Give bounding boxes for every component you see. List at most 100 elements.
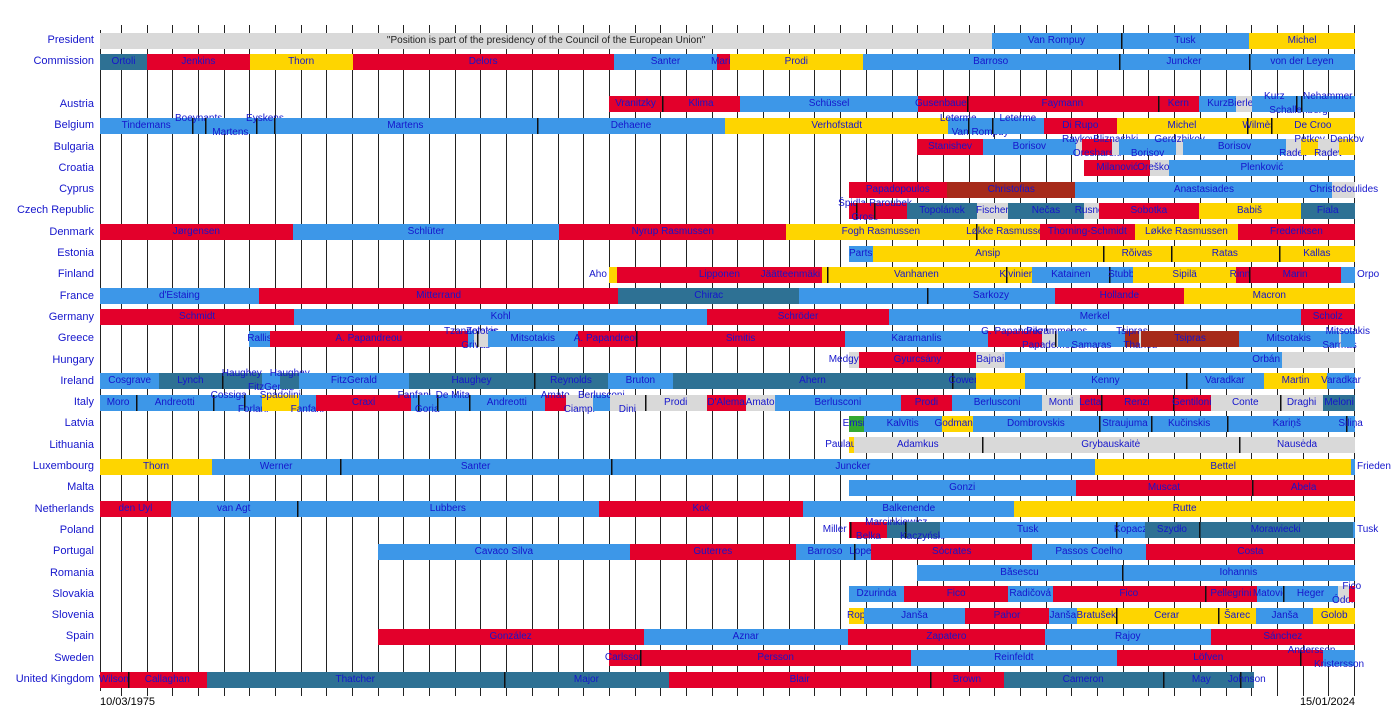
bar-prodi[interactable]: Prodi bbox=[901, 394, 952, 411]
bar-persson[interactable]: Persson bbox=[640, 650, 912, 667]
bar-nehammer[interactable]: Nehammer bbox=[1300, 91, 1355, 113]
bar-reynolds[interactable]: Reynolds bbox=[534, 373, 608, 390]
bar-fico[interactable]: Fico bbox=[1052, 586, 1205, 603]
bar-blair[interactable]: Blair bbox=[669, 671, 931, 688]
bar-varadkar[interactable]: Varadkar bbox=[1185, 373, 1265, 390]
bar-werner[interactable]: Werner bbox=[212, 458, 341, 475]
bar-von-der-leyen[interactable]: von der Leyen bbox=[1249, 53, 1355, 70]
bar-cerar[interactable]: Cerar bbox=[1115, 607, 1218, 624]
row-label-portugal[interactable]: Portugal bbox=[53, 545, 94, 558]
bar-rallis[interactable]: Rallis bbox=[247, 330, 272, 347]
bar-abela[interactable]: Abela bbox=[1252, 479, 1355, 496]
bar-oresharski[interactable]: Oresharski bbox=[1073, 139, 1121, 159]
bar-leterme[interactable]: Leterme bbox=[991, 113, 1044, 134]
row-label-belgium[interactable]: Belgium bbox=[54, 119, 94, 132]
bar-lubbers[interactable]: Lubbers bbox=[296, 501, 600, 518]
bar-zapatero[interactable]: Zapatero bbox=[847, 628, 1045, 645]
bar-wilson[interactable]: Wilson bbox=[99, 671, 129, 688]
bar-heger[interactable]: Heger bbox=[1283, 586, 1338, 603]
bar-borisov[interactable]: Borisov bbox=[1118, 139, 1177, 159]
bar-tusk[interactable]: Tusk bbox=[1352, 522, 1378, 539]
bar-samaras[interactable]: Samaras bbox=[1058, 330, 1125, 351]
bar-michel[interactable]: Michel bbox=[1249, 32, 1355, 49]
bar-dehaene[interactable]: Dehaene bbox=[536, 117, 726, 134]
row-label-romania[interactable]: Romania bbox=[49, 566, 94, 579]
bar-schmidt[interactable]: Schmidt bbox=[100, 309, 295, 326]
bar-rutte[interactable]: Rutte bbox=[1014, 501, 1355, 518]
bar-haughey[interactable]: Haughey bbox=[270, 368, 310, 390]
bar-pikrammenos[interactable]: Pikrammenos bbox=[1026, 326, 1087, 347]
bar-kurz[interactable]: Kurz bbox=[1198, 96, 1237, 113]
bar-emsis[interactable]: Emsis bbox=[843, 415, 870, 432]
bar-kucinskis[interactable]: Kučinskis bbox=[1151, 415, 1228, 432]
bar-eyskens[interactable]: Eyskens bbox=[246, 113, 284, 134]
bar-tusk[interactable]: Tusk bbox=[939, 522, 1116, 539]
bar-matovic[interactable]: Matovič bbox=[1253, 586, 1287, 603]
bar-mitsotakis[interactable]: Mitsotakis bbox=[1238, 330, 1339, 347]
row-label-finland[interactable]: Finland bbox=[57, 268, 94, 281]
bar-major[interactable]: Major bbox=[503, 671, 670, 688]
bar-fico[interactable]: Fico bbox=[1342, 581, 1361, 603]
bar-radev[interactable]: Radev bbox=[1279, 139, 1308, 159]
bar-kiviniemi[interactable]: Kiviniemi bbox=[999, 266, 1039, 283]
bar-l-kke-rasmussen[interactable]: Løkke Rasmussen bbox=[966, 224, 1049, 241]
bar-passos-coelho[interactable]: Passos Coelho bbox=[1032, 543, 1146, 560]
bar-macron[interactable]: Macron bbox=[1183, 288, 1355, 305]
bar-thorn[interactable]: Thorn bbox=[249, 53, 353, 70]
bar-plenkovic[interactable]: Plenković bbox=[1168, 160, 1355, 177]
bar-borisov[interactable]: Borisov bbox=[1183, 139, 1286, 156]
bar-papademos[interactable]: Papademos bbox=[1022, 330, 1075, 351]
bar-jansa[interactable]: Janša bbox=[1256, 607, 1314, 624]
bar-craxi[interactable]: Craxi bbox=[316, 394, 412, 411]
bar-pahor[interactable]: Pahor bbox=[965, 607, 1049, 624]
bar-ortoli[interactable]: Ortoli bbox=[100, 53, 147, 70]
bar-moro[interactable]: Moro bbox=[100, 394, 137, 411]
bar-nauseda[interactable]: Nausėda bbox=[1239, 437, 1355, 454]
bar-andreotti[interactable]: Andreotti bbox=[136, 394, 214, 411]
bar-d-alema[interactable]: D'Alema bbox=[706, 394, 746, 411]
bar-vanhanen[interactable]: Vanhanen bbox=[826, 266, 1007, 283]
bar-gross[interactable]: Gross bbox=[851, 202, 878, 223]
row-label-greece[interactable]: Greece bbox=[57, 332, 94, 345]
bar-guterres[interactable]: Guterres bbox=[630, 543, 796, 560]
bar-straujuma[interactable]: Straujuma bbox=[1098, 415, 1151, 432]
bar-katainen[interactable]: Katainen bbox=[1032, 266, 1110, 283]
bar-oreskovic[interactable]: Orešković bbox=[1137, 160, 1182, 177]
bar-van-agt[interactable]: van Agt bbox=[170, 501, 297, 518]
bar-sipila[interactable]: Sipilä bbox=[1133, 266, 1237, 283]
bar-sarkozy[interactable]: Sarkozy bbox=[926, 288, 1056, 305]
bar-kurz[interactable]: Kurz bbox=[1252, 91, 1297, 113]
bar-reinfeldt[interactable]: Reinfeldt bbox=[911, 650, 1117, 667]
bar-karins[interactable]: Kariņš bbox=[1227, 415, 1347, 432]
bar-leterme[interactable]: Leterme bbox=[940, 113, 977, 134]
bar-szyd-o[interactable]: Szydło bbox=[1145, 522, 1199, 539]
bar-schallenberg[interactable]: Schallenberg bbox=[1269, 96, 1328, 116]
bar-kopacz[interactable]: Kopacz bbox=[1114, 522, 1147, 539]
bar-gerdzhikov[interactable]: Gerdzhikov bbox=[1154, 134, 1205, 156]
bar-muscat[interactable]: Muscat bbox=[1075, 479, 1253, 496]
bar-dombrovskis[interactable]: Dombrovskis bbox=[972, 415, 1099, 432]
bar-callaghan[interactable]: Callaghan bbox=[127, 671, 207, 688]
bar-juncker[interactable]: Juncker bbox=[610, 458, 1095, 475]
row-label-malta[interactable]: Malta bbox=[67, 481, 94, 494]
bar-fiala[interactable]: Fiala bbox=[1300, 202, 1355, 219]
bar-grybauskaite[interactable]: Grybauskaitė bbox=[982, 437, 1240, 454]
bar-l-kke-rasmussen[interactable]: Løkke Rasmussen bbox=[1135, 224, 1238, 241]
bar-raykov[interactable]: Raykov bbox=[1062, 134, 1095, 156]
bar-babis[interactable]: Babiš bbox=[1198, 202, 1301, 219]
bar-belka[interactable]: Belka bbox=[849, 522, 888, 542]
bar-simitis[interactable]: Simitis bbox=[636, 330, 845, 347]
row-label-united-kingdom[interactable]: United Kingdom bbox=[15, 673, 94, 685]
bar-cosgrave[interactable]: Cosgrave bbox=[100, 373, 160, 390]
bar-van-rompuy[interactable]: Van Rompuy bbox=[952, 117, 1009, 138]
row-label-hungary[interactable]: Hungary bbox=[52, 353, 94, 366]
bar-letta[interactable]: Letta bbox=[1079, 394, 1101, 411]
bar-faymann[interactable]: Faymann bbox=[966, 96, 1158, 113]
bar-marcinkiewicz[interactable]: Marcinkiewicz bbox=[865, 517, 927, 539]
bar-frieden[interactable]: Frieden bbox=[1351, 458, 1391, 475]
row-label-croatia[interactable]: Croatia bbox=[58, 161, 94, 174]
bar-kohl[interactable]: Kohl bbox=[294, 309, 708, 326]
bar-verhofstadt[interactable]: Verhofstadt bbox=[725, 117, 949, 134]
bar-berlusconi[interactable]: Berlusconi bbox=[951, 394, 1043, 411]
bar-forlani[interactable]: Forlani bbox=[238, 394, 268, 415]
